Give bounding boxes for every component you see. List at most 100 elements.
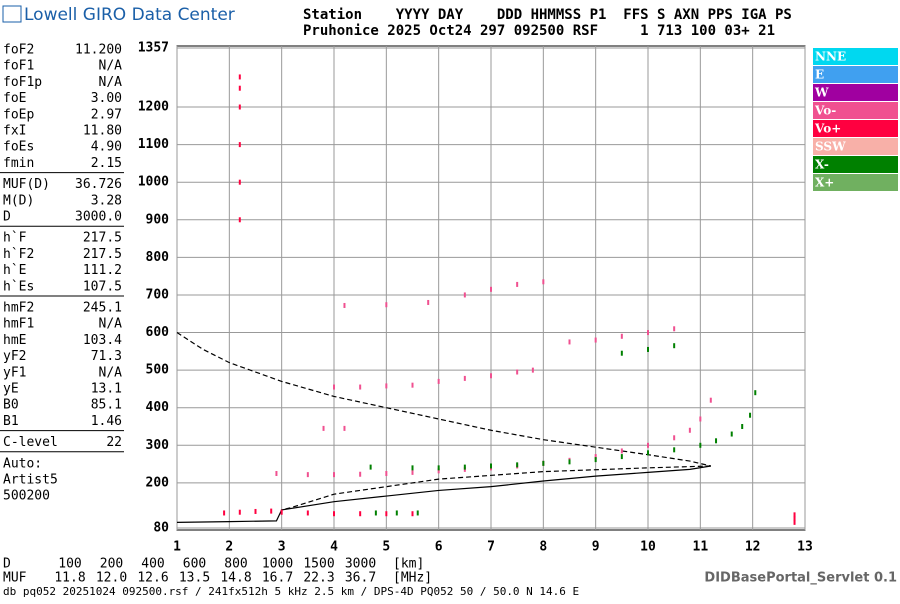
param-value: N/A bbox=[99, 59, 123, 74]
header-line: Pruhonice 2025 Oct24 297 092500 RSF 1 71… bbox=[303, 23, 775, 39]
echo-point bbox=[516, 462, 519, 468]
param-value: 3.28 bbox=[91, 193, 122, 208]
param-value: 4.90 bbox=[91, 140, 122, 155]
param-label: B0 bbox=[3, 398, 19, 413]
echo-point bbox=[793, 512, 796, 518]
echo-point bbox=[223, 510, 226, 516]
d-value: 200 bbox=[100, 557, 123, 572]
echo-point bbox=[411, 465, 414, 471]
d-unit: [km] bbox=[393, 557, 424, 572]
y-tick-label: 80 bbox=[153, 521, 169, 536]
param-label: MUF(D) bbox=[3, 177, 50, 192]
muf-value: 13.5 bbox=[179, 571, 210, 586]
echo-point bbox=[715, 438, 718, 444]
echo-point bbox=[673, 343, 676, 349]
x-tick-label: 12 bbox=[745, 540, 761, 555]
footer-left: db pq052 20251024 092500.rsf / 241fx512h… bbox=[3, 585, 579, 598]
muf-value: 12.6 bbox=[137, 571, 168, 586]
x-tick-label: 5 bbox=[382, 540, 390, 555]
echo-point bbox=[411, 469, 414, 475]
echo-point bbox=[620, 333, 623, 339]
echo-point bbox=[333, 472, 335, 478]
legend-label: SSW bbox=[815, 140, 846, 154]
y-tick-label: 800 bbox=[146, 250, 170, 265]
echo-point bbox=[270, 508, 273, 514]
echo-point bbox=[793, 516, 796, 522]
param-value: 13.1 bbox=[91, 382, 122, 397]
echo-point bbox=[594, 457, 597, 463]
param-value: 22 bbox=[106, 435, 122, 450]
param-value: 107.5 bbox=[83, 279, 122, 294]
legend-swatch bbox=[813, 138, 898, 155]
brand: Lowell GIRO Data Center bbox=[24, 5, 235, 25]
param-label: yE bbox=[3, 382, 19, 397]
param-label: h`F2 bbox=[3, 247, 34, 262]
param-value: 217.5 bbox=[83, 247, 122, 262]
param-value: 1.46 bbox=[91, 414, 122, 429]
muf-value: 12.0 bbox=[96, 571, 127, 586]
echo-point bbox=[427, 299, 430, 305]
x-tick-label: 2 bbox=[225, 540, 233, 555]
y-tick-label: 1357 bbox=[138, 41, 169, 56]
echo-point bbox=[385, 511, 388, 517]
legend-label: W bbox=[814, 86, 829, 100]
d-value: 3000 bbox=[345, 557, 376, 572]
echo-point bbox=[516, 281, 519, 287]
echo-point bbox=[463, 292, 466, 298]
echo-point bbox=[699, 442, 702, 448]
echo-point bbox=[306, 510, 309, 516]
echo-point bbox=[709, 397, 712, 403]
y-tick-label: 700 bbox=[146, 287, 170, 302]
d-label: D bbox=[3, 557, 11, 572]
echo-point bbox=[437, 468, 440, 474]
param-label: fmin bbox=[3, 156, 34, 171]
echo-point bbox=[568, 339, 571, 345]
param-value: N/A bbox=[99, 75, 123, 90]
echo-point bbox=[238, 179, 241, 185]
param-label: foE bbox=[3, 91, 26, 106]
echo-point bbox=[359, 511, 362, 517]
echo-point bbox=[369, 464, 372, 470]
echo-point bbox=[275, 470, 278, 476]
d-value: 1500 bbox=[303, 557, 334, 572]
echo-point bbox=[741, 424, 744, 430]
echo-point bbox=[699, 416, 702, 422]
x-tick-label: 11 bbox=[693, 540, 709, 555]
echo-point bbox=[463, 375, 466, 381]
legend-label: Vo- bbox=[814, 104, 836, 118]
legend-label: X- bbox=[815, 158, 829, 172]
echo-point bbox=[238, 509, 241, 515]
param-value: 2.15 bbox=[91, 156, 122, 171]
echo-point bbox=[647, 330, 649, 336]
echo-point bbox=[385, 383, 388, 389]
param-value: 3000.0 bbox=[75, 210, 122, 225]
echo-point bbox=[343, 302, 346, 308]
legend-swatch bbox=[813, 102, 898, 119]
param-label: yF1 bbox=[3, 365, 26, 380]
y-tick-label: 200 bbox=[146, 475, 170, 490]
y-tick-label: 400 bbox=[146, 400, 170, 415]
echo-point bbox=[620, 448, 623, 454]
echo-point bbox=[359, 384, 362, 390]
echo-point bbox=[673, 435, 676, 441]
echo-point bbox=[647, 346, 649, 352]
x-tick-label: 9 bbox=[592, 540, 600, 555]
auto-text: Artist5 bbox=[3, 473, 58, 488]
echo-point bbox=[385, 470, 388, 476]
logo-icon bbox=[2, 5, 22, 23]
param-value: 71.3 bbox=[91, 349, 122, 364]
legend-swatch bbox=[813, 156, 898, 173]
auto-text: 500200 bbox=[3, 489, 50, 504]
param-value: 111.2 bbox=[83, 263, 122, 278]
d-value: 1000 bbox=[262, 557, 293, 572]
x-tick-label: 13 bbox=[797, 540, 813, 555]
echo-point bbox=[343, 425, 346, 431]
echo-point bbox=[322, 425, 325, 431]
legend-label: X+ bbox=[815, 176, 834, 190]
param-value: 36.726 bbox=[75, 177, 122, 192]
y-tick-label: 1100 bbox=[138, 137, 169, 152]
echo-point bbox=[437, 378, 440, 384]
x-tick-label: 3 bbox=[278, 540, 286, 555]
footer-right: DIDBasePortal_Servlet 0.1 bbox=[704, 571, 897, 586]
echo-point bbox=[490, 463, 492, 469]
